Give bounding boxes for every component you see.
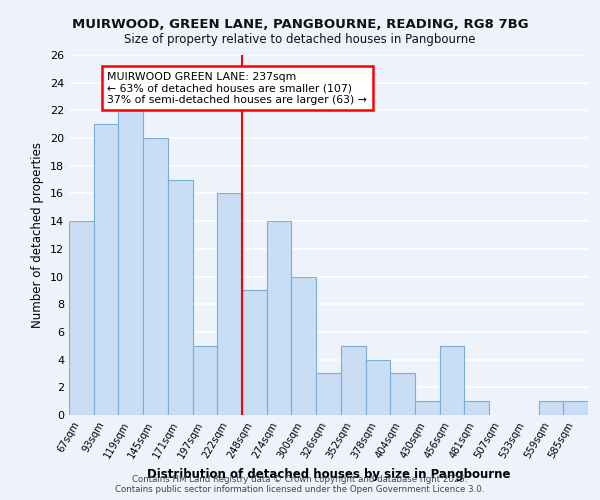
Bar xyxy=(168,180,193,415)
Text: Contains HM Land Registry data © Crown copyright and database right 2025.: Contains HM Land Registry data © Crown c… xyxy=(132,475,468,484)
Y-axis label: Number of detached properties: Number of detached properties xyxy=(31,142,44,328)
Bar xyxy=(242,290,267,415)
Bar xyxy=(217,194,242,415)
Text: MUIRWOOD, GREEN LANE, PANGBOURNE, READING, RG8 7BG: MUIRWOOD, GREEN LANE, PANGBOURNE, READIN… xyxy=(71,18,529,30)
Text: Size of property relative to detached houses in Pangbourne: Size of property relative to detached ho… xyxy=(124,32,476,46)
Bar xyxy=(94,124,118,415)
Bar xyxy=(193,346,217,415)
Bar xyxy=(390,374,415,415)
Bar xyxy=(563,401,588,415)
Bar xyxy=(267,221,292,415)
Bar xyxy=(118,110,143,415)
Bar xyxy=(316,374,341,415)
Bar xyxy=(539,401,563,415)
Bar xyxy=(365,360,390,415)
Bar xyxy=(143,138,168,415)
Bar xyxy=(341,346,365,415)
Bar xyxy=(69,221,94,415)
Bar xyxy=(464,401,489,415)
Bar xyxy=(440,346,464,415)
X-axis label: Distribution of detached houses by size in Pangbourne: Distribution of detached houses by size … xyxy=(147,468,510,481)
Text: MUIRWOOD GREEN LANE: 237sqm
← 63% of detached houses are smaller (107)
37% of se: MUIRWOOD GREEN LANE: 237sqm ← 63% of det… xyxy=(107,72,367,105)
Bar xyxy=(292,276,316,415)
Bar xyxy=(415,401,440,415)
Text: Contains public sector information licensed under the Open Government Licence 3.: Contains public sector information licen… xyxy=(115,485,485,494)
